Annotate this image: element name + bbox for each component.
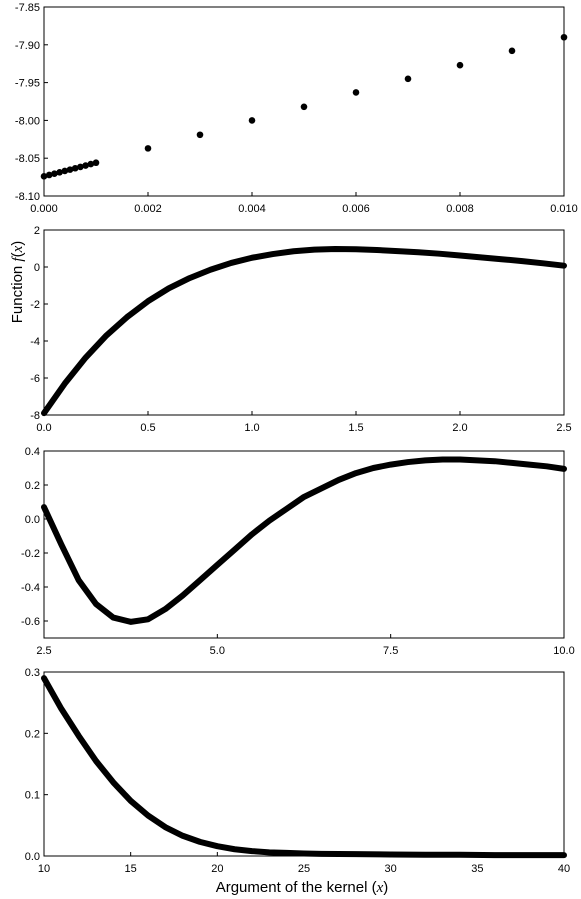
data-point (82, 162, 89, 169)
y-tick-label: 2 (34, 225, 40, 237)
x-axis-title-close-paren: ) (383, 879, 388, 896)
y-tick-label: -0.4 (21, 582, 40, 594)
plot-frame (43, 229, 565, 416)
x-tick-label: 1.5 (348, 422, 363, 434)
y-tick-label: 0 (34, 262, 40, 274)
panel-3: -0.6 -0.4 -0.2 0.0 0.2 0.4 2.5 5.0 7.5 10.0 (21, 446, 575, 657)
y-tick-label: 0.0 (25, 514, 40, 526)
data-point (352, 89, 360, 96)
x-tick-label: 15 (125, 863, 137, 875)
x-axis-title-open-paren: ( (372, 879, 377, 896)
y-axis-title: Function f(x) (9, 241, 26, 324)
data-point (248, 117, 256, 124)
y-axis-title-open-paren: ( (9, 252, 26, 257)
y-tick-label: -7.85 (15, 2, 40, 14)
y-tick-label: -8 (30, 410, 40, 422)
y-tick-label: -6 (30, 373, 40, 385)
y-tick-label: -8.05 (15, 153, 40, 165)
x-tick-label: 35 (471, 863, 483, 875)
x-tick-label: 2.0 (452, 422, 467, 434)
x-tick-label: 25 (298, 863, 310, 875)
data-point (77, 163, 84, 171)
y-tick-label: 0.4 (25, 446, 40, 458)
plot-frame (43, 450, 565, 639)
y-tick-label: -8.00 (15, 115, 40, 127)
data-point (61, 167, 69, 175)
data-point (51, 170, 58, 177)
y-tick-label: 0.1 (25, 790, 40, 802)
y-tick-label: 0.2 (25, 480, 40, 492)
x-axis-title-var: x (376, 880, 384, 896)
panel-4: 0.0 0.1 0.2 0.3 10 15 20 25 30 35 40 (25, 667, 570, 875)
x-tick-label: 1.0 (244, 422, 259, 434)
x-tick-label: 7.5 (383, 645, 398, 657)
y-tick-label: -7.90 (15, 40, 40, 52)
plot-frame (43, 671, 565, 857)
x-axis-title: Argument of the kernel (x) (216, 879, 389, 896)
panel-2: -8 -6 -4 -2 0 2 0.0 0.5 1.0 1.5 2.0 2.5 (30, 225, 571, 434)
y-axis-title-var: f (10, 256, 26, 262)
panel-1: -8.10 -8.05 -8.00 -7.95 -7.90 -7.85 0.000 0.002… (15, 2, 578, 215)
series-line (41, 246, 567, 417)
x-tick-label: 2.5 (36, 645, 51, 657)
x-tick-label: 0.008 (446, 203, 474, 215)
y-tick-label: -0.6 (21, 616, 40, 628)
x-tick-label: 30 (385, 863, 397, 875)
x-tick-label: 20 (211, 863, 223, 875)
y-tick-label: -7.95 (15, 78, 40, 90)
x-tick-label: 0.0 (36, 422, 51, 434)
x-tick-label: 10 (38, 863, 50, 875)
data-point (92, 159, 100, 167)
data-point (87, 160, 95, 168)
y-tick-label: -8.10 (15, 191, 40, 203)
y-axis-title-close-paren: ) (9, 241, 26, 246)
data-point (71, 164, 79, 172)
x-tick-label: 5.0 (210, 645, 225, 657)
x-tick-label: 10.0 (553, 645, 574, 657)
data-point (300, 103, 308, 111)
data-point (66, 166, 74, 173)
data-point (508, 47, 516, 55)
x-tick-label: 0.5 (140, 422, 155, 434)
y-tick-label: -2 (30, 299, 40, 311)
y-tick-label: -0.2 (21, 548, 40, 560)
x-tick-label: 0.006 (342, 203, 370, 215)
plot-frame (43, 6, 565, 197)
y-tick-label: -4 (30, 336, 40, 348)
x-tick-label: 0.004 (238, 203, 266, 215)
x-axis-title-prefix: Argument of the kernel (216, 879, 372, 896)
data-point (456, 61, 464, 69)
x-tick-label: 2.5 (556, 422, 571, 434)
y-tick-label: 0.0 (25, 851, 40, 863)
y-tick-label: 0.3 (25, 667, 40, 679)
y-axis-title-arg: x (10, 245, 26, 253)
series-line (41, 675, 567, 859)
data-point (196, 131, 204, 139)
x-tick-label: 0.002 (134, 203, 162, 215)
data-point (56, 169, 63, 176)
x-tick-label: 40 (558, 863, 570, 875)
data-point (40, 173, 48, 180)
y-tick-label: 0.2 (25, 728, 40, 740)
data-point (560, 33, 568, 41)
series-line (41, 456, 567, 625)
x-tick-label: 0.000 (30, 203, 58, 215)
data-point (144, 145, 152, 152)
x-tick-label: 0.010 (550, 203, 578, 215)
data-point (404, 75, 412, 83)
y-axis-title-prefix: Function (9, 262, 26, 324)
data-point (45, 171, 53, 179)
